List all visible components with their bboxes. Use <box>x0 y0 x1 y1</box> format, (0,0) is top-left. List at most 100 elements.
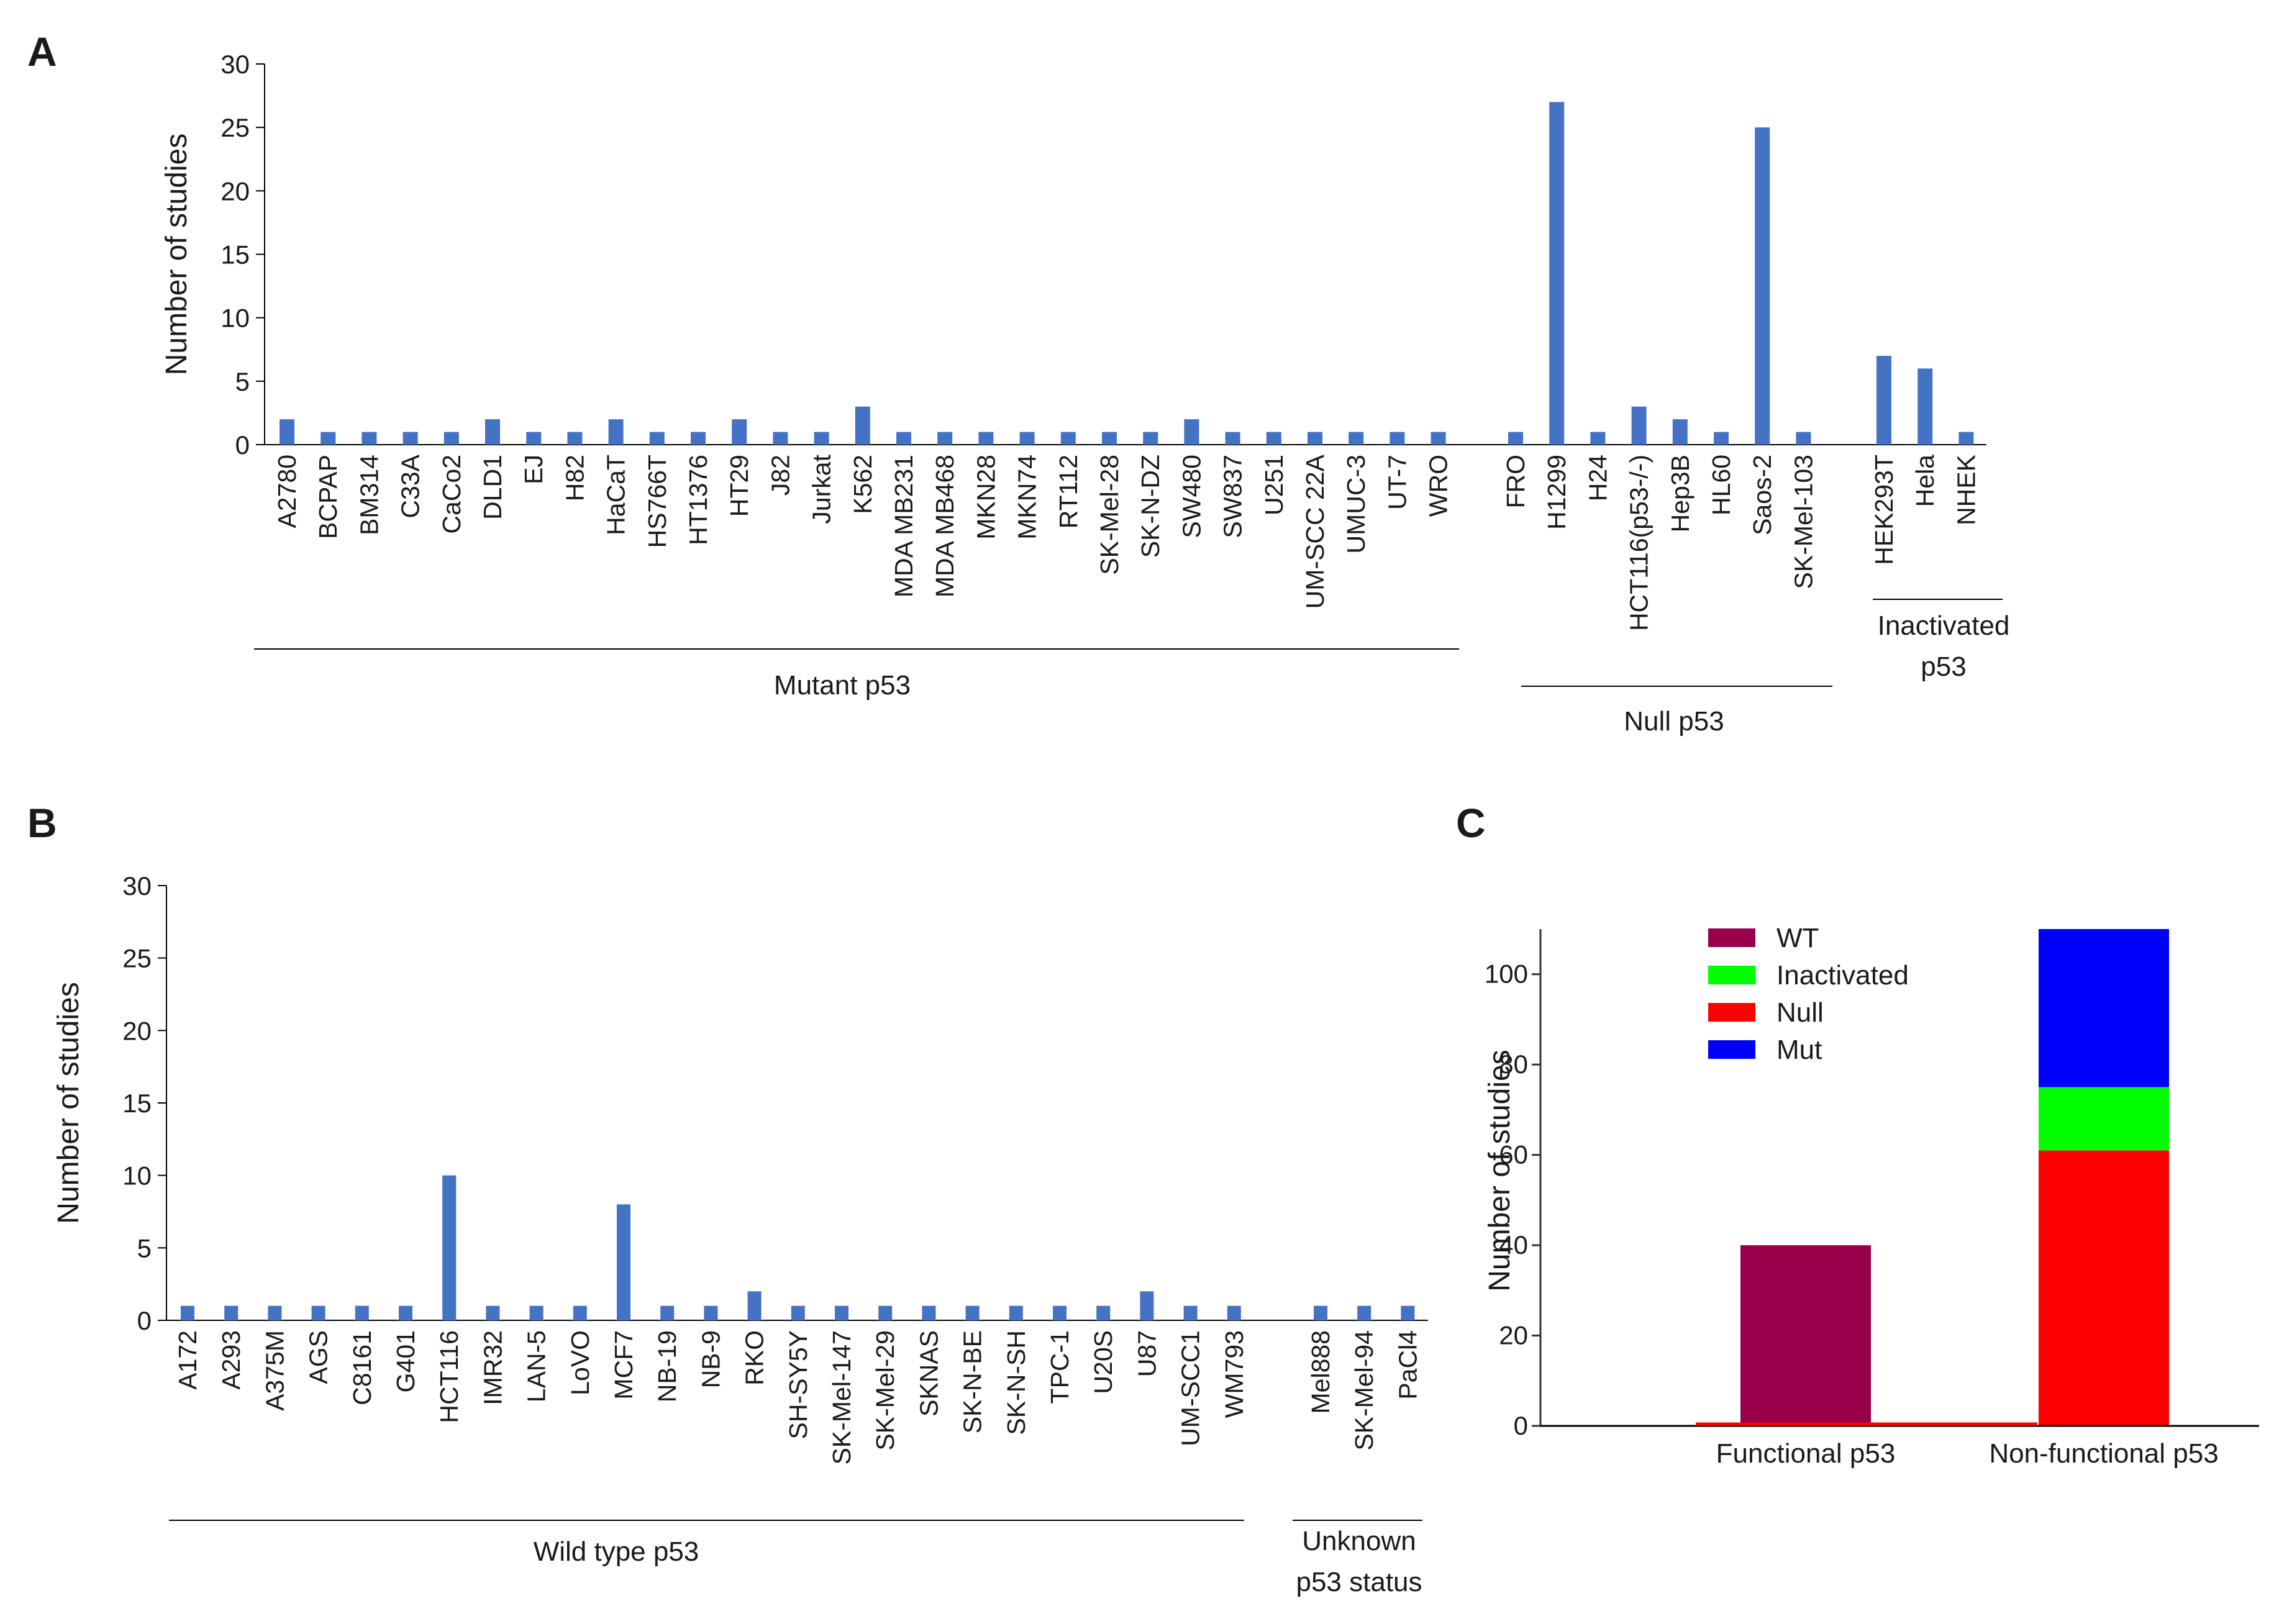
chart-c-y-tick-label: 80 <box>1499 1050 1528 1079</box>
chart-b-y-axis-label: Number of studies <box>52 982 85 1224</box>
chart-b-category-label: C8161 <box>348 1330 376 1405</box>
chart-b-category-label: Mel888 <box>1306 1330 1335 1413</box>
chart-b-category-label: A375M <box>260 1330 289 1411</box>
chart-c-bar-non-functional-p53-null <box>2039 1150 2169 1426</box>
chart-a-category-label: UT-7 <box>1383 455 1411 510</box>
chart-a-bar-sw837 <box>1225 432 1240 445</box>
chart-a-bar-h82 <box>567 432 583 445</box>
chart-a-category-label: H24 <box>1583 455 1612 501</box>
chart-a-category-label: HEK293T <box>1870 455 1898 565</box>
chart-a-category-label: HaCaT <box>602 455 630 535</box>
chart-a-bar-k562 <box>855 406 870 445</box>
chart-a-y-tick-label: 0 <box>235 430 250 460</box>
chart-a-bar-mda-mb468 <box>937 432 953 445</box>
chart-c-category-label: Non-functional p53 <box>1989 1438 2218 1469</box>
chart-c-legend-swatch-wt <box>1708 928 1755 947</box>
chart-b: 0 5 10 15 20 25 30 Number of studies A172 A293 A37… <box>52 871 1428 1597</box>
chart-b-bar-ags <box>311 1305 325 1320</box>
chart-b-bar-u87 <box>1140 1291 1154 1320</box>
chart-a-bar-bm314 <box>362 432 377 445</box>
chart-b-bar-imr32 <box>486 1305 500 1320</box>
chart-a-category-label: NHEK <box>1952 455 1980 525</box>
chart-a-bar-fro <box>1508 432 1523 445</box>
chart-a-y-tick-label: 20 <box>221 176 250 206</box>
chart-b-category-label: LoVO <box>566 1330 594 1395</box>
chart-a-category-label: MKN74 <box>1013 455 1042 540</box>
chart-a-group-label: p53 <box>1921 651 1966 682</box>
chart-c-y-tick-label: 40 <box>1499 1230 1528 1259</box>
chart-b-bar-sk-mel-94 <box>1357 1305 1371 1320</box>
chart-a-bar-h24 <box>1590 432 1606 445</box>
chart-c-category-label: Functional p53 <box>1716 1438 1896 1469</box>
chart-a-category-label: K562 <box>848 455 877 514</box>
chart-a-category-label: MDA MB231 <box>889 455 918 597</box>
chart-c-legend-swatch-mut <box>1708 1040 1755 1059</box>
chart-a-category-label: HL60 <box>1707 455 1735 515</box>
chart-a-y-tick-label: 25 <box>221 113 250 142</box>
chart-a-bar-rt112 <box>1060 432 1076 445</box>
chart-a-group-label: Inactivated <box>1878 610 2010 641</box>
chart-b-group-label: Wild type p53 <box>534 1536 699 1567</box>
chart-a-category-label: Saos-2 <box>1748 455 1776 535</box>
chart-b-bar-lan-5 <box>529 1305 544 1320</box>
chart-c-legend-swatch-null <box>1708 1003 1755 1022</box>
chart-b-category-label: AGS <box>304 1330 333 1384</box>
chart-b-bar-mcf7 <box>617 1204 630 1320</box>
chart-c-legend-label: Inactivated <box>1776 960 1909 991</box>
chart-c-y-tick-label: 20 <box>1499 1321 1528 1350</box>
chart-b-bar-a375m <box>268 1305 282 1320</box>
chart-a-bar-nhek <box>1958 432 1974 445</box>
chart-a-y-tick-label: 10 <box>221 304 250 333</box>
chart-b-bar-sknas <box>922 1305 936 1320</box>
chart-a-category-label: Hep3B <box>1666 455 1694 532</box>
chart-a-category-label: J82 <box>766 455 794 496</box>
chart-a-bar-hep3b <box>1672 419 1688 445</box>
chart-b-category-label: SKNAS <box>914 1330 943 1417</box>
chart-a-bar-caco2 <box>444 432 459 445</box>
chart-b-category-label: SK-Mel-29 <box>871 1330 899 1451</box>
chart-c-legend-label: WT <box>1776 923 1819 953</box>
chart-a-bar-u251 <box>1266 432 1281 445</box>
chart-a-category-label: HCT116(p53-/-) <box>1625 455 1654 631</box>
chart-b-category-label: SK-Mel-147 <box>827 1330 856 1464</box>
chart-a-bar-j82 <box>773 432 788 445</box>
chart-b-category-label: U87 <box>1132 1330 1161 1377</box>
chart-a-y-axis-label: Number of studies <box>160 134 193 376</box>
chart-b-y-tick-label: 5 <box>137 1233 152 1263</box>
chart-a-category-label: SW837 <box>1219 455 1247 538</box>
chart-b-category-label: MCF7 <box>609 1330 638 1400</box>
chart-b-y-tick-label: 0 <box>137 1306 152 1335</box>
chart-c-legend-label: Mut <box>1776 1035 1822 1065</box>
chart-a-bar-c33a <box>403 432 418 445</box>
chart-b-y-tick-label: 25 <box>122 944 152 973</box>
chart-a-category-label: HS766T <box>643 455 671 548</box>
chart-b-category-label: A293 <box>217 1330 245 1390</box>
chart-a-category-label: C33A <box>396 454 425 518</box>
chart-b-category-label: PaCl4 <box>1393 1330 1422 1400</box>
chart-b-category-label: TPC-1 <box>1045 1330 1074 1404</box>
chart-b-bar-sk-n-sh <box>1009 1305 1023 1320</box>
chart-a-category-label: FRO <box>1501 455 1530 509</box>
chart-b-category-label: WM793 <box>1220 1330 1249 1418</box>
chart-a-category-label: H1299 <box>1542 455 1571 530</box>
chart-a-bar-a2780 <box>280 419 294 445</box>
chart-a-category-label: H82 <box>560 455 589 501</box>
panel-b-letter: B <box>27 800 57 846</box>
chart-b-bar-c8161 <box>355 1305 369 1320</box>
chart-a-bar-umuc-3 <box>1349 432 1364 445</box>
chart-a-bar-hela <box>1917 368 1933 445</box>
chart-a-bar-ht1376 <box>691 432 706 445</box>
chart-c-bar-non-functional-p53-mut <box>2039 929 2169 1087</box>
chart-b-category-label: U20S <box>1089 1330 1117 1394</box>
chart-b-bar-wm793 <box>1227 1305 1241 1320</box>
chart-c-legend-label: Null <box>1776 997 1824 1028</box>
chart-a-bar-hs766t <box>649 432 665 445</box>
chart-c-y-tick-label: 60 <box>1499 1140 1528 1169</box>
chart-a-bar-hacat <box>608 419 624 445</box>
chart-a-y-tick-label: 30 <box>221 50 250 79</box>
chart-b-category-label: SH-SY5Y <box>784 1330 812 1439</box>
chart-a-category-label: A2780 <box>273 455 301 528</box>
chart-b-bar-hct116 <box>442 1175 457 1320</box>
chart-b-group-label: Unknown <box>1302 1526 1416 1556</box>
chart-a-category-label: EJ <box>519 455 548 484</box>
